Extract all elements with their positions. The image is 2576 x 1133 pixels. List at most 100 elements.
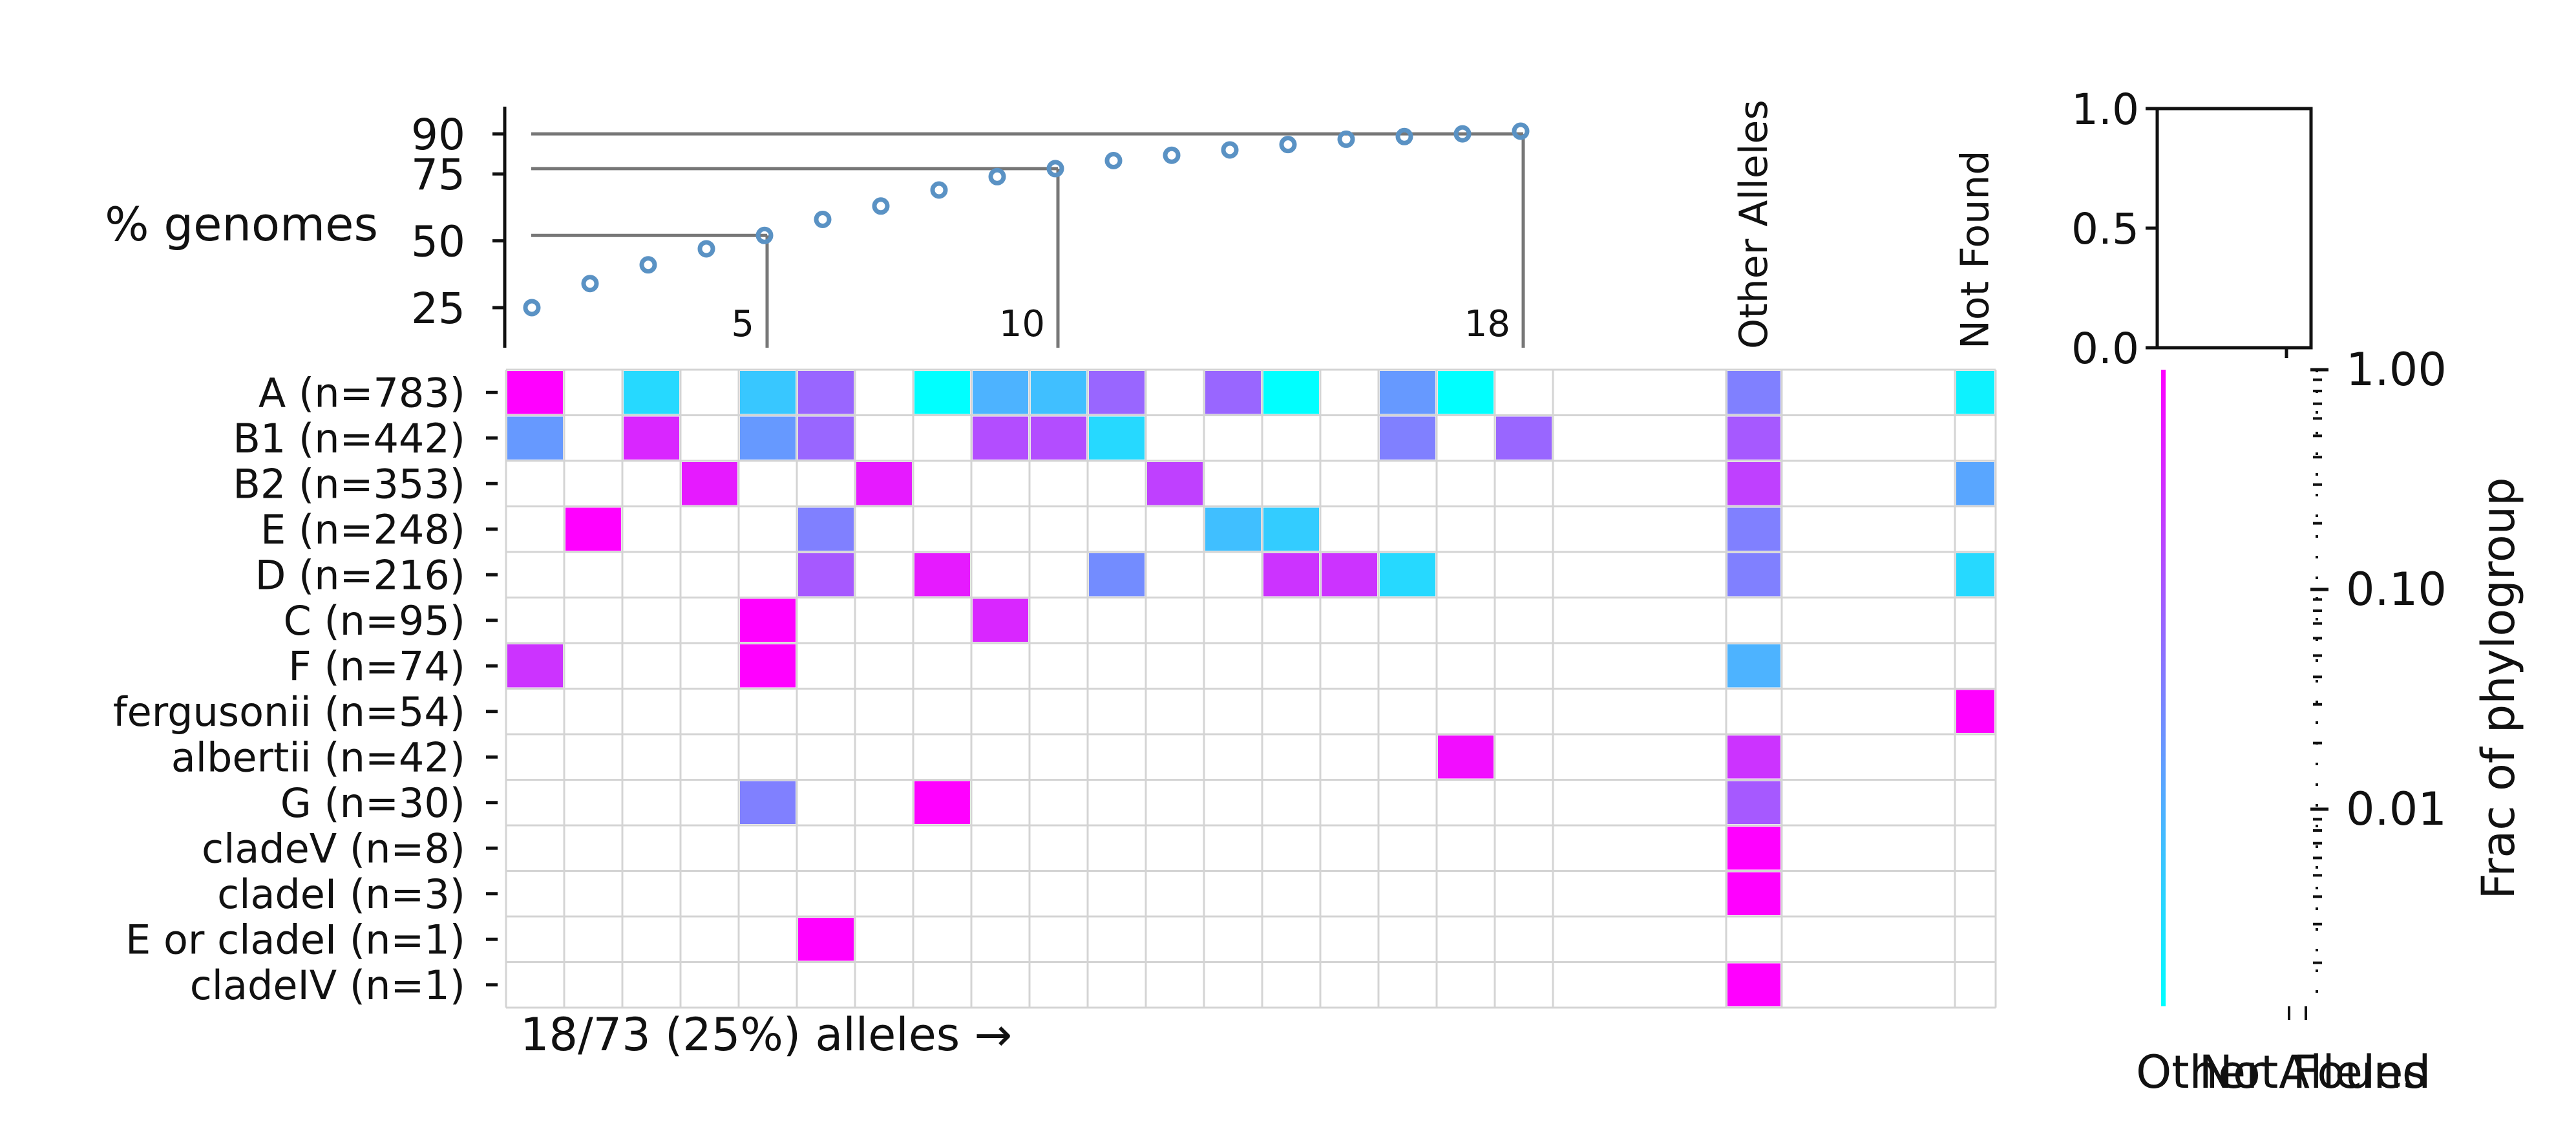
heatmap-cell [740, 598, 796, 642]
row-label: G (n=30) [280, 779, 465, 827]
heatmap-cell [507, 416, 563, 460]
heatmap-cell [798, 918, 854, 961]
heatmap-cell [1263, 553, 1319, 597]
heatmap-cell [1438, 371, 1494, 414]
coverage-point [697, 240, 715, 258]
small-axes-tick-label: 1.0 [2071, 85, 2139, 134]
heatmap-cell [1322, 553, 1377, 597]
heatmap-cell [973, 416, 1028, 460]
row-label: albertii (n=42) [171, 734, 465, 781]
other-alleles-cell [1727, 644, 1780, 688]
coverage-point [814, 210, 832, 228]
row-labels: A (n=783)B1 (n=442)B2 (n=353)E (n=248)D … [113, 369, 498, 1009]
small-axes: 0.0 0.5 1.0 [2071, 85, 2313, 374]
heatmap-cell [624, 416, 679, 460]
other-alleles-cell [1727, 963, 1780, 1006]
not-found-cell [1956, 553, 1994, 597]
other-alleles-cell [1727, 553, 1780, 597]
coverage-point [639, 256, 657, 274]
coverage-point [1104, 151, 1123, 169]
heatmap-cell [1089, 371, 1145, 414]
heatmap-cell [1380, 371, 1435, 414]
row-label: C (n=95) [283, 597, 465, 644]
other-alleles-cell [1727, 872, 1780, 915]
heatmap-cell [1031, 416, 1086, 460]
threshold-label: 10 [999, 303, 1045, 345]
heatmap-cell [1205, 371, 1261, 414]
heatmap-cell [565, 507, 621, 551]
colorbar-tick-label: 1.00 [2346, 343, 2447, 396]
row-label: F (n=74) [288, 642, 465, 690]
heatmap-cell [798, 416, 854, 460]
top-y-tick-label: 75 [411, 150, 465, 200]
heatmap-cell [740, 371, 796, 414]
other-alleles-header: Other Alleles [1731, 100, 1777, 349]
coverage-point [1279, 136, 1297, 154]
row-label: A (n=783) [259, 369, 465, 416]
heatmap-cell [914, 553, 970, 597]
top-y-tick-label: 25 [411, 284, 465, 334]
bottom-label-not-found: Not Found [2199, 1046, 2431, 1099]
heatmap-cell [1438, 736, 1494, 779]
row-label: B1 (n=442) [233, 415, 465, 462]
heatmap-cell [1205, 507, 1261, 551]
coverage-point [581, 275, 599, 293]
row-label: D (n=216) [255, 551, 465, 598]
coverage-point [1337, 130, 1355, 148]
heatmap-cells [507, 371, 1552, 961]
coverage-point [1453, 125, 1472, 143]
other-alleles-cell [1727, 416, 1780, 460]
coverage-point [1163, 146, 1181, 164]
top-y-tick-label: 50 [411, 217, 465, 267]
heatmap-cell [1263, 371, 1319, 414]
heatmap-cell [1263, 507, 1319, 551]
small-axes-frame [2155, 107, 2313, 350]
heatmap-cell [914, 371, 970, 414]
other-alleles-cell [1727, 371, 1780, 414]
heatmap-cell [1031, 371, 1086, 414]
coverage-point [755, 226, 774, 244]
small-axes-tick-label: 0.0 [2071, 324, 2139, 374]
heatmap-cell [1147, 462, 1203, 505]
row-label: E (n=248) [260, 506, 465, 553]
row-label: B2 (n=353) [233, 460, 465, 507]
heatmap-cell [973, 598, 1028, 642]
heatmap-cell [914, 781, 970, 824]
heatmap-cell [973, 371, 1028, 414]
small-axes-tick-label: 0.5 [2071, 204, 2139, 254]
coverage-point [930, 181, 948, 199]
footer-caption: 18/73 (25%) alleles → [520, 1008, 1012, 1061]
heatmap-cell [798, 507, 854, 551]
row-label: cladeI (n=3) [217, 871, 465, 918]
heatmap-cell [1380, 553, 1435, 597]
heatmap-cell [1496, 416, 1552, 460]
not-found-header: Not Found [1953, 151, 1998, 349]
coverage-point [1046, 160, 1064, 178]
coverage-point [1512, 122, 1530, 140]
colorbar: 0.01 0.10 1.00 Frac of phylogroup Other Alle… [2136, 343, 2525, 1099]
row-label: cladeIV (n=1) [190, 962, 465, 1009]
not-found-cell [1956, 371, 1994, 414]
bottom-label-other-alleles: Other Alleles [2136, 1046, 2427, 1099]
heatmap-cell [1089, 553, 1145, 597]
other-alleles-cell [1727, 736, 1780, 779]
coverage-point [872, 197, 890, 215]
heatmap-cell [682, 462, 737, 505]
heatmap-cell [624, 371, 679, 414]
heatmap-cell [507, 371, 563, 414]
colorbar-tick-label: 0.10 [2346, 563, 2447, 616]
not-found-cell [1956, 462, 1994, 505]
heatmap-grid [505, 368, 1997, 1009]
heatmap-cell [740, 644, 796, 688]
coverage-point [523, 299, 541, 317]
coverage-point [1395, 127, 1413, 145]
other-alleles-cell [1727, 462, 1780, 505]
other-alleles-cell [1727, 507, 1780, 551]
row-label: E or cladeI (n=1) [125, 916, 465, 963]
row-label: cladeV (n=8) [202, 825, 465, 872]
colorbar-label: Frac of phylogroup [2472, 477, 2525, 899]
not-found-cell [1956, 690, 1994, 733]
other-alleles-cell [1727, 827, 1780, 870]
